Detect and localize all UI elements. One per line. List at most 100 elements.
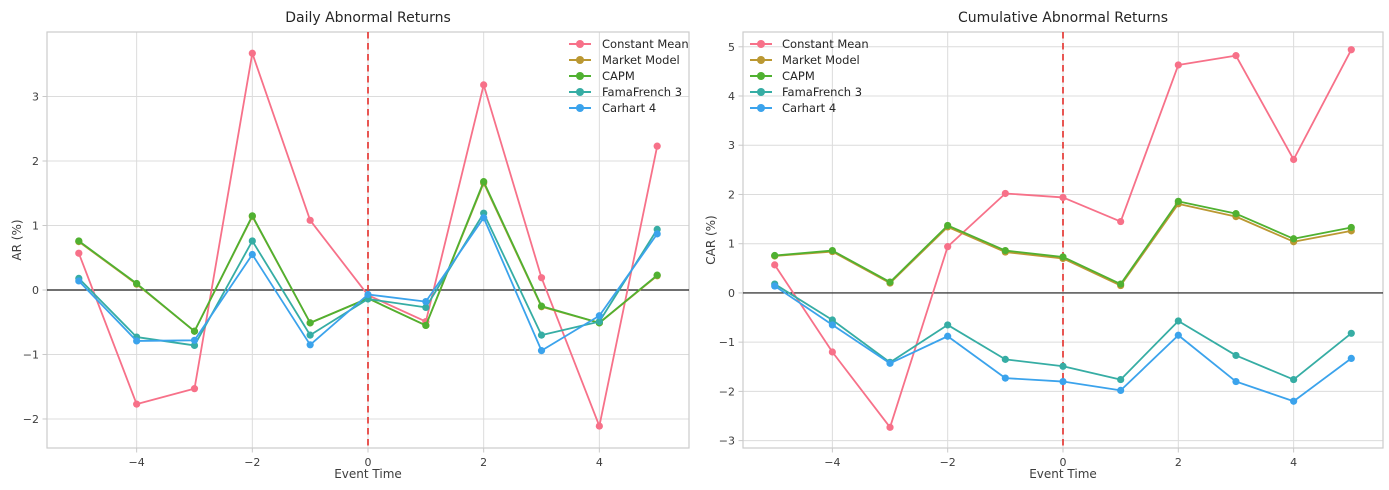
x-tick-label: 2: [1175, 456, 1182, 469]
series-point-carhart-4: [944, 332, 952, 340]
series-point-constant-mean: [480, 81, 488, 89]
series-point-constant-mean: [1232, 52, 1240, 60]
legend-label: FamaFrench 3: [782, 85, 862, 99]
series-point-carhart-4: [1174, 331, 1182, 339]
legend-label: Carhart 4: [602, 101, 656, 115]
series-point-famafrench-3: [944, 321, 952, 329]
series-point-carhart-4: [422, 297, 430, 306]
series-point-capm: [653, 271, 661, 279]
legend-label: CAPM: [602, 69, 635, 83]
x-tick-label: −4: [129, 456, 145, 469]
legend-label: Carhart 4: [782, 101, 836, 115]
x-tick-label: −2: [940, 456, 956, 469]
axes-daily-abnormal-returns: −4 −2 0 2 4 −2 −1 0 1 2 3 Constant Mean Market Model…: [23, 31, 690, 469]
legend-item-famafrench-3: FamaFrench 3: [569, 85, 682, 99]
series-point-capm: [886, 278, 894, 286]
series-point-carhart-4: [75, 277, 83, 285]
legend-item-capm: CAPM: [569, 69, 635, 83]
series-point-carhart-4: [653, 230, 661, 238]
legend-label: FamaFrench 3: [602, 85, 682, 99]
series-point-constant-mean: [1117, 217, 1125, 226]
y-tick-label: 0: [728, 287, 735, 300]
axes-cumulative-abnormal-returns: −4 −2 0 2 4 −3 −2 −1 0 1 2 3 4 5 Constant Mean Market M…: [719, 31, 1384, 469]
series-point-capm: [422, 321, 430, 330]
y-tick-label: −1: [719, 336, 735, 349]
series-point-famafrench-3: [306, 331, 314, 339]
chart-title-cumulative-abnormal-returns: Cumulative Abnormal Returns: [957, 10, 1169, 26]
legend-marker-dot: [576, 104, 584, 112]
series-point-constant-mean: [1174, 61, 1182, 69]
legend-label: Constant Mean: [782, 37, 869, 51]
series-point-carhart-4: [1059, 377, 1067, 386]
y-tick-label: 0: [32, 284, 39, 297]
legend-label: CAPM: [782, 69, 815, 83]
series-point-constant-mean: [1290, 155, 1298, 164]
x-axis-label-left: Event Time: [334, 467, 402, 481]
series-point-constant-mean: [537, 274, 546, 282]
y-axis-label-ar: AR (%): [10, 219, 24, 261]
series-point-carhart-4: [133, 337, 141, 345]
y-tick-label: −3: [719, 435, 735, 448]
series-point-famafrench-3: [422, 303, 430, 311]
y-tick-label: 1: [32, 219, 39, 232]
legend-marker-dot: [576, 40, 584, 48]
y-tick-label: 4: [728, 90, 735, 103]
x-tick-label: 4: [1290, 456, 1297, 469]
series-point-capm: [1290, 235, 1298, 243]
series-point-famafrench-3: [595, 317, 603, 326]
series-point-capm: [771, 251, 779, 260]
series-point-famafrench-3: [537, 331, 546, 339]
series-point-famafrench-3: [1347, 329, 1355, 337]
y-tick-label: 2: [32, 155, 39, 168]
series-point-famafrench-3: [248, 237, 256, 245]
legend-marker-dot: [576, 72, 584, 80]
series-point-capm: [133, 279, 141, 288]
series-point-capm: [248, 212, 256, 220]
series-point-constant-mean: [886, 423, 894, 431]
series-point-constant-mean: [944, 243, 952, 251]
x-tick-label: 0: [365, 456, 372, 469]
legend-item-carhart-4: Carhart 4: [750, 101, 836, 115]
series-point-capm: [75, 237, 83, 245]
series-point-constant-mean: [306, 216, 314, 224]
x-tick-label: −2: [244, 456, 260, 469]
legend-item-market-model: Market Model: [569, 53, 680, 67]
legend-marker-dot: [757, 56, 765, 64]
series-point-constant-mean: [133, 400, 141, 408]
series-point-capm: [1001, 246, 1009, 255]
series-point-carhart-4: [771, 282, 779, 290]
y-tick-label: −2: [23, 413, 39, 426]
y-tick-label: 2: [728, 188, 735, 201]
series-point-constant-mean: [771, 261, 779, 269]
legend-daily-abnormal-returns: Constant Mean Market Model CAPM FamaFrench …: [569, 37, 689, 115]
legend-marker-dot: [757, 40, 765, 48]
series-point-famafrench-3: [1232, 351, 1240, 360]
legend-item-famafrench-3: FamaFrench 3: [750, 85, 862, 99]
series-point-constant-mean: [190, 385, 199, 393]
y-tick-label: 5: [728, 41, 735, 54]
series-point-constant-mean: [1347, 46, 1355, 54]
series-point-carhart-4: [364, 290, 372, 299]
legend-item-carhart-4: Carhart 4: [569, 101, 656, 115]
x-tick-label: 0: [1060, 456, 1067, 469]
series-point-capm: [944, 221, 952, 230]
legend-marker-dot: [576, 88, 584, 96]
series-point-capm: [306, 319, 314, 327]
series-point-carhart-4: [1001, 374, 1009, 382]
series-point-famafrench-3: [828, 316, 836, 324]
y-axis-label-car: CAR (%): [704, 215, 718, 265]
legend-label: Market Model: [782, 53, 860, 67]
series-point-capm: [1117, 280, 1125, 288]
series-point-capm: [828, 246, 836, 255]
chart-title-daily-abnormal-returns: Daily Abnormal Returns: [285, 10, 451, 26]
series-point-capm: [1059, 253, 1067, 261]
series-point-famafrench-3: [1290, 375, 1298, 384]
series-point-famafrench-3: [1117, 375, 1125, 384]
series-point-capm: [1174, 197, 1182, 205]
series-point-constant-mean: [1059, 193, 1067, 202]
series-point-famafrench-3: [1001, 355, 1009, 363]
series-point-capm: [190, 327, 199, 335]
series-point-carhart-4: [1117, 386, 1125, 394]
